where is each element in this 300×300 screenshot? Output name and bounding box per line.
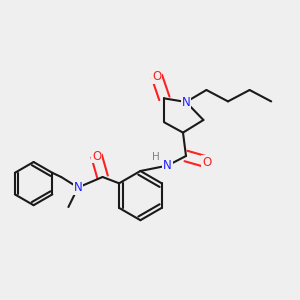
Text: O: O [202,155,211,169]
Text: N: N [182,95,190,109]
Text: N: N [74,181,82,194]
Text: H: H [152,152,159,162]
Text: O: O [92,149,101,163]
Text: O: O [152,70,161,83]
Text: N: N [163,159,172,172]
